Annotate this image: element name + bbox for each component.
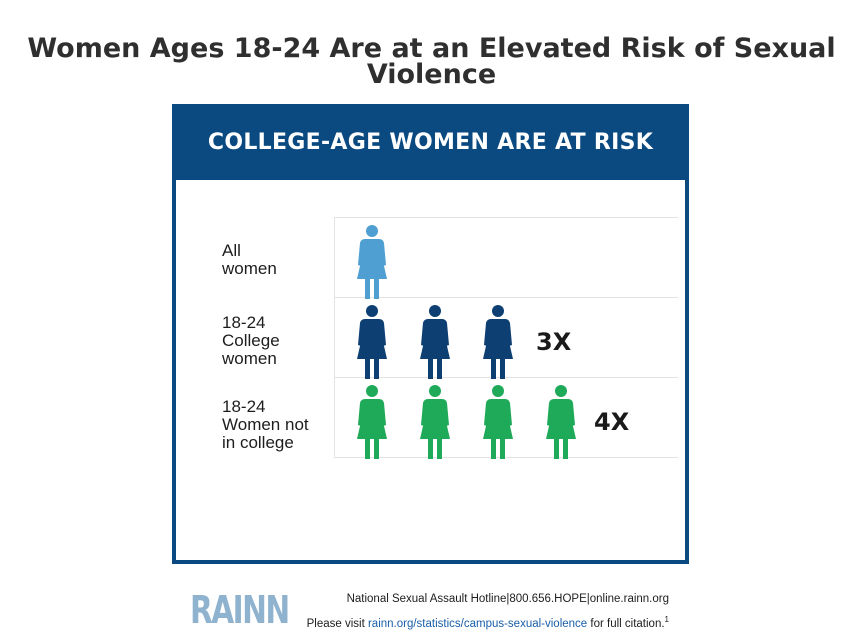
infographic-body: All women 18-24 College women 18-24 Wome… <box>176 180 685 632</box>
woman-figure-icon <box>357 385 387 459</box>
row-divider <box>334 377 678 378</box>
citation-superscript: 1 <box>664 615 669 624</box>
citation-link[interactable]: rainn.org/statistics/campus-sexual-viole… <box>367 617 588 630</box>
hotline-text: National Sexual Assault Hotline|800.656.… <box>346 593 669 605</box>
infographic-header: COLLEGE-AGE WOMEN ARE AT RISK <box>207 129 654 155</box>
row-divider <box>334 217 678 218</box>
woman-figure-icon <box>483 305 513 379</box>
row-divider <box>334 457 678 458</box>
multiplier-non-college: 4X <box>594 408 630 436</box>
woman-figure-icon <box>420 385 450 459</box>
rainn-logo: RAINN <box>190 588 290 632</box>
woman-figure-icon <box>483 385 513 459</box>
multiplier-college: 3X <box>536 328 572 356</box>
column-divider <box>334 217 335 457</box>
infographic-card: COLLEGE-AGE WOMEN ARE AT RISK All women … <box>172 104 689 632</box>
pictogram <box>357 225 576 459</box>
page-title: Women Ages 18-24 Are at an Elevated Risk… <box>27 33 836 90</box>
row-label-non-college-women: 18-24 Women not in college <box>222 397 309 452</box>
row-divider <box>334 297 678 298</box>
woman-figure-icon <box>357 305 387 379</box>
row-label-all-women: All women <box>222 241 277 278</box>
woman-figure-icon <box>357 225 387 299</box>
citation-suffix: for full citation. <box>587 617 665 630</box>
row-label-college-women: 18-24 College women <box>222 313 280 368</box>
citation-text: Please visit rainn.org/statistics/campus… <box>307 615 669 630</box>
woman-figure-icon <box>546 385 576 459</box>
woman-figure-icon <box>420 305 450 379</box>
citation-prefix: Please visit <box>306 617 368 630</box>
